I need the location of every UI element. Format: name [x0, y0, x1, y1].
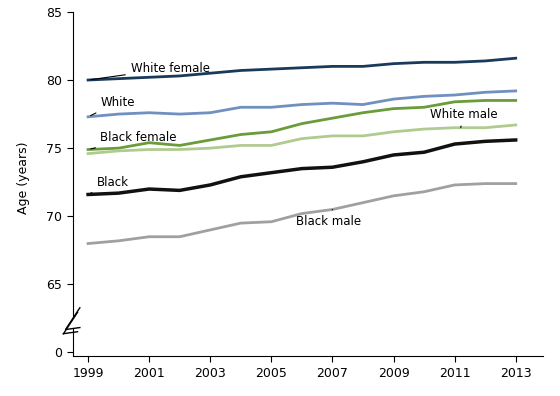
Text: Age (years): Age (years) — [17, 142, 30, 215]
Text: Black male: Black male — [296, 209, 361, 228]
Text: Black: Black — [91, 176, 129, 193]
Text: White male: White male — [430, 108, 498, 128]
Text: Black female: Black female — [91, 131, 177, 149]
Text: White: White — [91, 96, 135, 116]
Text: White female: White female — [91, 62, 210, 80]
